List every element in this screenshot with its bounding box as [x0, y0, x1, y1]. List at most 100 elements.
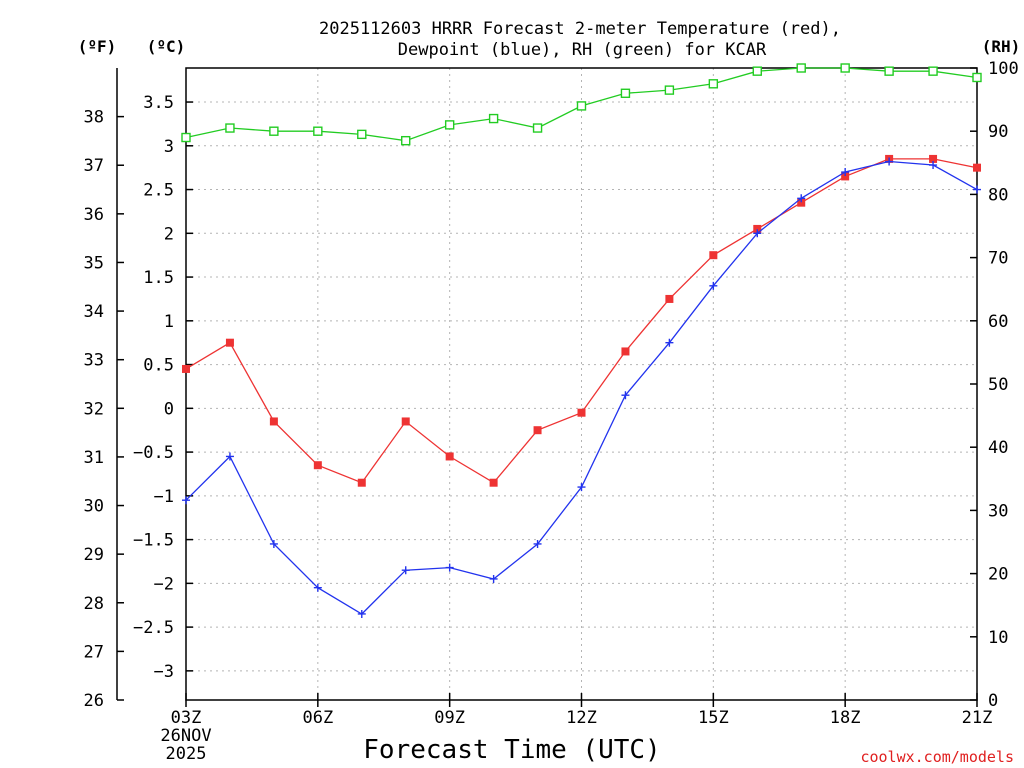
dewpoint-point	[665, 338, 674, 347]
fahrenheit-tick-label: 30	[84, 497, 104, 517]
temperature-point	[709, 251, 718, 260]
temperature-point	[313, 461, 322, 470]
rh-point	[752, 66, 762, 76]
rh-point	[620, 88, 631, 98]
celsius-tick-label: 3	[164, 137, 174, 157]
x-tick-label: 21Z	[962, 708, 993, 728]
temperature-point	[533, 426, 542, 435]
x-tick-label: 09Z	[434, 708, 465, 728]
rh-tick-label: 40	[988, 438, 1008, 458]
rh-point	[357, 129, 367, 140]
dewpoint-point	[841, 168, 850, 177]
x-axis-label: Forecast Time (UTC)	[363, 735, 660, 765]
celsius-tick-label: −1.5	[133, 531, 174, 551]
fahrenheit-tick-label: 32	[84, 399, 104, 419]
plot-frame	[185, 67, 978, 701]
chart-title-line-1: 2025112603 HRRR Forecast 2-meter Tempera…	[319, 19, 841, 39]
rh-tick-label: 30	[988, 501, 1008, 521]
dewpoint-point	[313, 583, 322, 592]
celsius-tick-label: 0	[164, 399, 174, 419]
credit-text: coolwx.com/models	[860, 748, 1014, 766]
dewpoint-point	[357, 609, 366, 618]
fahrenheit-tick-label: 35	[84, 253, 104, 273]
rh-tick-label: 80	[988, 185, 1008, 205]
fahrenheit-tick-label: 38	[84, 108, 104, 128]
x-tick-label: 12Z	[566, 708, 597, 728]
x-tick-label: 06Z	[302, 708, 333, 728]
x-tick-label: 15Z	[698, 708, 729, 728]
dewpoint-point	[753, 229, 762, 238]
rh-tick-label: 60	[988, 312, 1008, 332]
x-tick-label: 18Z	[830, 708, 861, 728]
rh-point	[884, 66, 894, 76]
dewpoint-point	[577, 483, 586, 492]
date-label-year: 2025	[166, 744, 207, 764]
rh-point	[225, 123, 235, 133]
dewpoint-point	[885, 157, 894, 166]
rh-point	[972, 72, 982, 83]
dewpoint-point	[797, 194, 806, 203]
fahrenheit-tick-label: 31	[84, 448, 104, 468]
temperature-point	[665, 294, 674, 303]
temperature-point	[401, 417, 410, 426]
celsius-tick-label: −1	[154, 487, 174, 507]
dewpoint-point	[225, 452, 234, 461]
rh-point	[532, 123, 543, 133]
rh-tick-label: 50	[988, 375, 1008, 395]
dewpoint-point	[445, 563, 454, 572]
dewpoint-point	[973, 185, 981, 194]
rh-tick-label: 90	[988, 122, 1008, 142]
celsius-tick-label: 0.5	[143, 356, 174, 376]
rh-tick-label: 10	[988, 628, 1008, 648]
fahrenheit-tick-label: 37	[84, 156, 104, 176]
temperature-point	[357, 478, 366, 487]
rh-point	[928, 66, 938, 76]
rh-point	[840, 63, 850, 73]
dewpoint-point	[929, 161, 938, 170]
rh-tick-label: 100	[988, 59, 1019, 79]
fahrenheit-tick-label: 27	[84, 642, 104, 662]
temperature-point	[973, 163, 981, 172]
temperature-point	[621, 347, 630, 356]
celsius-tick-label: 1.5	[143, 268, 174, 288]
dewpoint-point	[182, 496, 190, 505]
rh-point	[708, 79, 719, 89]
rh-point	[488, 113, 499, 124]
dewpoint-point	[489, 574, 498, 583]
dewpoint-point	[709, 281, 718, 290]
temperature-point	[269, 417, 278, 426]
dewpoint-point	[533, 539, 542, 548]
axes	[116, 67, 978, 707]
temperature-point	[929, 154, 938, 163]
temperature-point	[445, 452, 454, 461]
temperature-point	[753, 224, 762, 233]
dewpoint-point	[401, 566, 410, 575]
fahrenheit-tick-label: 29	[84, 545, 104, 565]
dewpoint-point	[269, 539, 278, 548]
rh-tick-label: 0	[988, 691, 998, 711]
celsius-tick-label: −3	[154, 662, 174, 682]
rh-point	[401, 135, 411, 146]
rh-point	[796, 63, 806, 73]
rh-point	[664, 85, 675, 95]
temperature-point	[182, 364, 190, 373]
temperature-point	[797, 198, 806, 207]
chart-title-line-2: Dewpoint (blue), RH (green) for KCAR	[398, 40, 767, 60]
fahrenheit-tick-label: 26	[84, 691, 104, 711]
fahrenheit-unit-label: (ºF)	[78, 37, 117, 56]
temperature-point	[841, 172, 850, 181]
rh-unit-label: (RH)	[982, 37, 1021, 56]
rh-point	[269, 126, 279, 136]
celsius-tick-label: 1	[164, 312, 174, 332]
celsius-tick-label: 2	[164, 224, 174, 244]
fahrenheit-tick-label: 28	[84, 594, 104, 614]
data-series	[181, 63, 982, 618]
celsius-tick-label: 2.5	[143, 181, 174, 201]
rh-point	[576, 101, 587, 111]
rh-point	[181, 132, 191, 143]
fahrenheit-tick-label: 36	[84, 205, 104, 225]
fahrenheit-tick-label: 34	[84, 302, 104, 322]
celsius-tick-label: −2	[154, 574, 174, 594]
celsius-tick-label: 3.5	[143, 93, 174, 113]
